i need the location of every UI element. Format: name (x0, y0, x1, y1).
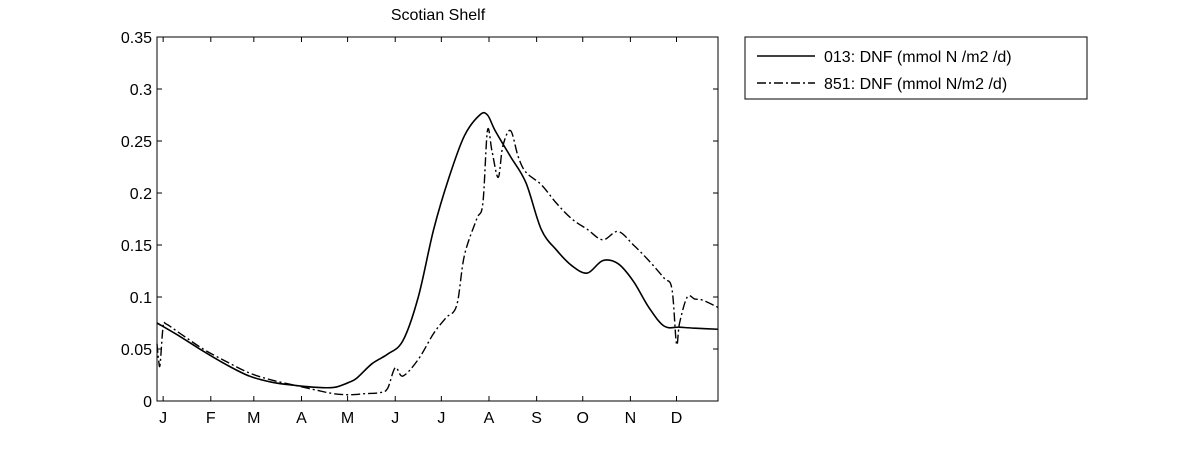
x-tick-label: D (671, 410, 683, 427)
x-tick-label: M (341, 410, 354, 427)
x-tick-label: A (484, 410, 495, 427)
y-tick-label: 0.35 (121, 30, 152, 47)
plot-area: J F M A M J J A S O N D 0 0.05 0.1 0.15 0.2 0.25 0.3 0.35 (121, 30, 719, 427)
y-tick-label: 0.05 (121, 342, 152, 359)
chart-title: Scotian Shelf (391, 7, 486, 24)
y-tick-label: 0.15 (121, 238, 152, 255)
x-tick-label: N (625, 410, 637, 427)
y-tick-label: 0.1 (130, 290, 152, 307)
y-tick-label: 0.3 (130, 82, 152, 99)
legend: 013: DNF (mmol N /m2 /d) 851: DNF (mmol … (744, 36, 1088, 100)
x-tick-label: O (577, 410, 589, 427)
x-tick-label: M (247, 410, 260, 427)
y-tick-label: 0.25 (121, 134, 152, 151)
plot-frame (156, 36, 719, 402)
series-line-2 (156, 127, 719, 396)
y-axis: 0 0.05 0.1 0.15 0.2 0.25 0.3 0.35 (121, 30, 718, 411)
legend-box (744, 36, 1088, 100)
legend-label-2: 851: DNF (mmol N/m2 /d) (824, 76, 1007, 93)
x-tick-label: J (159, 410, 167, 427)
legend-label-1: 013: DNF (mmol N /m2 /d) (824, 49, 1012, 66)
x-tick-label: A (296, 410, 307, 427)
x-tick-label: J (391, 410, 399, 427)
series-line-1 (156, 111, 719, 389)
x-tick-label: S (531, 410, 542, 427)
x-tick-label: F (206, 410, 216, 427)
x-tick-label: J (437, 410, 445, 427)
y-tick-label: 0.2 (130, 186, 152, 203)
y-tick-label: 0 (143, 394, 152, 411)
series-lines (156, 111, 719, 396)
